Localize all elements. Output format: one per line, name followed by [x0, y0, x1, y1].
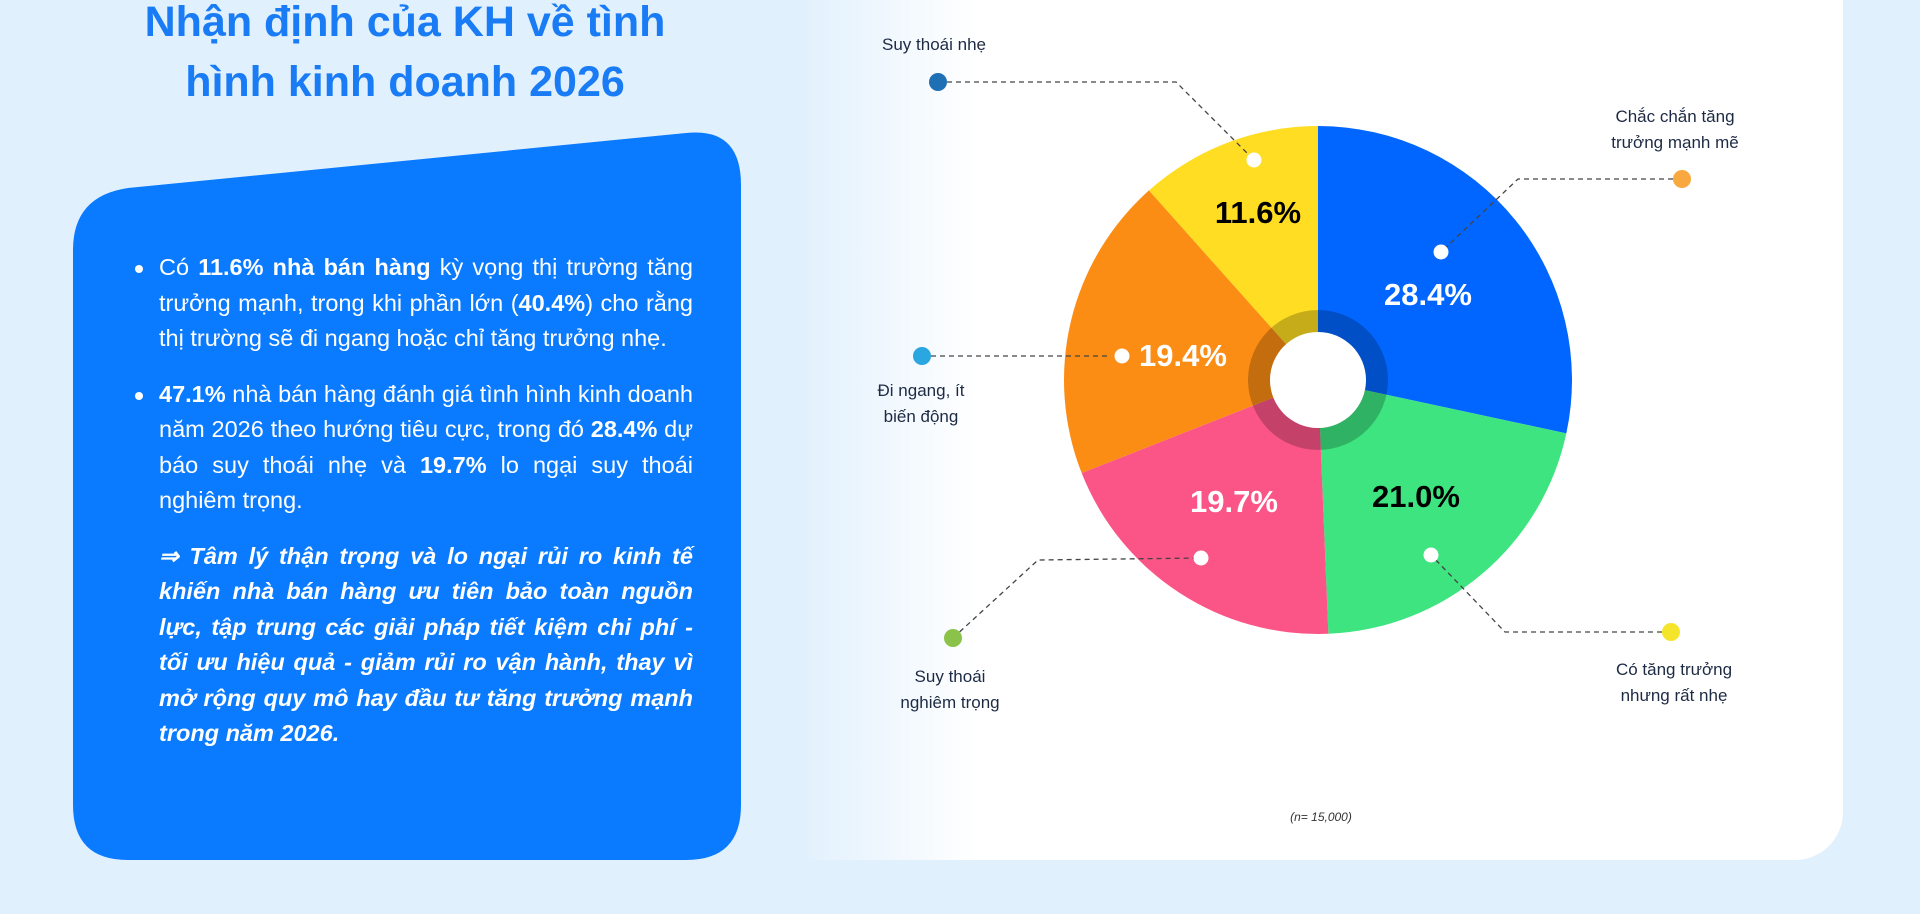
- legend-label-line: Có tăng trưởng: [1615, 660, 1733, 679]
- legend-label-line: trưởng mạnh mẽ: [1611, 133, 1739, 152]
- pie-slice: [1081, 380, 1329, 634]
- legend-label-line: nghiêm trọng: [900, 693, 1000, 712]
- connector-line: [938, 81, 1255, 161]
- title-line-1: Nhận định của KH về tình: [144, 0, 666, 46]
- legend-label-line: biến động: [883, 407, 959, 426]
- slice-anchor-dot: [1246, 152, 1262, 168]
- slice-label: 28.4%: [1384, 277, 1472, 312]
- legend-label: Chắc chắn tăng trưởng mạnh mẽ: [1611, 104, 1738, 156]
- legend-label-line: nhưng rất nhẹ: [1620, 686, 1728, 705]
- legend-dot: [1662, 623, 1680, 641]
- summary-text: Có 11.6% nhà bán hàng kỳ vọng thị trường…: [135, 250, 693, 772]
- connector-line: [952, 557, 1202, 639]
- slice-label: 19.4%: [1139, 338, 1227, 373]
- legend-label: Có tăng trưởng nhưng rất nhẹ: [1616, 657, 1732, 709]
- pie-slice: [1064, 190, 1318, 474]
- slice-anchor-dot: [1114, 348, 1130, 364]
- legend-label-line: Suy thoái nhẹ: [882, 35, 986, 54]
- sample-size-note: (n= 15,000): [1290, 810, 1352, 824]
- connector-line: [1440, 178, 1682, 253]
- legend-label: Suy thoái nhẹ: [882, 32, 986, 58]
- title-line-2: hình kinh doanh 2026: [185, 58, 625, 106]
- connector-line: [1430, 554, 1671, 633]
- pie-slice: [1318, 126, 1572, 434]
- legend-dot: [944, 629, 962, 647]
- conclusion: ⇒ Tâm lý thận trọng và lo ngại rủi ro ki…: [159, 542, 693, 747]
- legend-label: Suy thoái nghiêm trọng: [900, 664, 999, 716]
- slice-anchor-dot: [1193, 550, 1209, 566]
- slice-label: 21.0%: [1372, 479, 1460, 514]
- bullet-1: Có 11.6% nhà bán hàng kỳ vọng thị trường…: [135, 250, 693, 357]
- pie-slice: [1148, 126, 1318, 380]
- bullet-2: 47.1% nhà bán hàng đánh giá tình hình ki…: [135, 377, 693, 519]
- legend-dot: [913, 347, 931, 365]
- slice-anchor-dot: [1423, 547, 1439, 563]
- legend-label: Đi ngang, ít biến động: [878, 378, 965, 430]
- slice-anchor-dot: [1433, 244, 1449, 260]
- legend-dot: [1673, 170, 1691, 188]
- legend-label-line: Đi ngang, ít: [877, 381, 965, 400]
- page-title: Nhận định của KH về tình hình kinh doanh…: [60, 0, 750, 112]
- legend-dot: [929, 73, 947, 91]
- slice-label: 19.7%: [1190, 484, 1278, 519]
- legend-label-line: Chắc chắn tăng: [1615, 107, 1735, 126]
- summary-card: [73, 132, 741, 860]
- donut-hole: [1270, 332, 1366, 428]
- pie-slice: [1318, 380, 1567, 634]
- legend-label-line: Suy thoái: [914, 667, 986, 686]
- slice-label: 11.6%: [1215, 195, 1301, 230]
